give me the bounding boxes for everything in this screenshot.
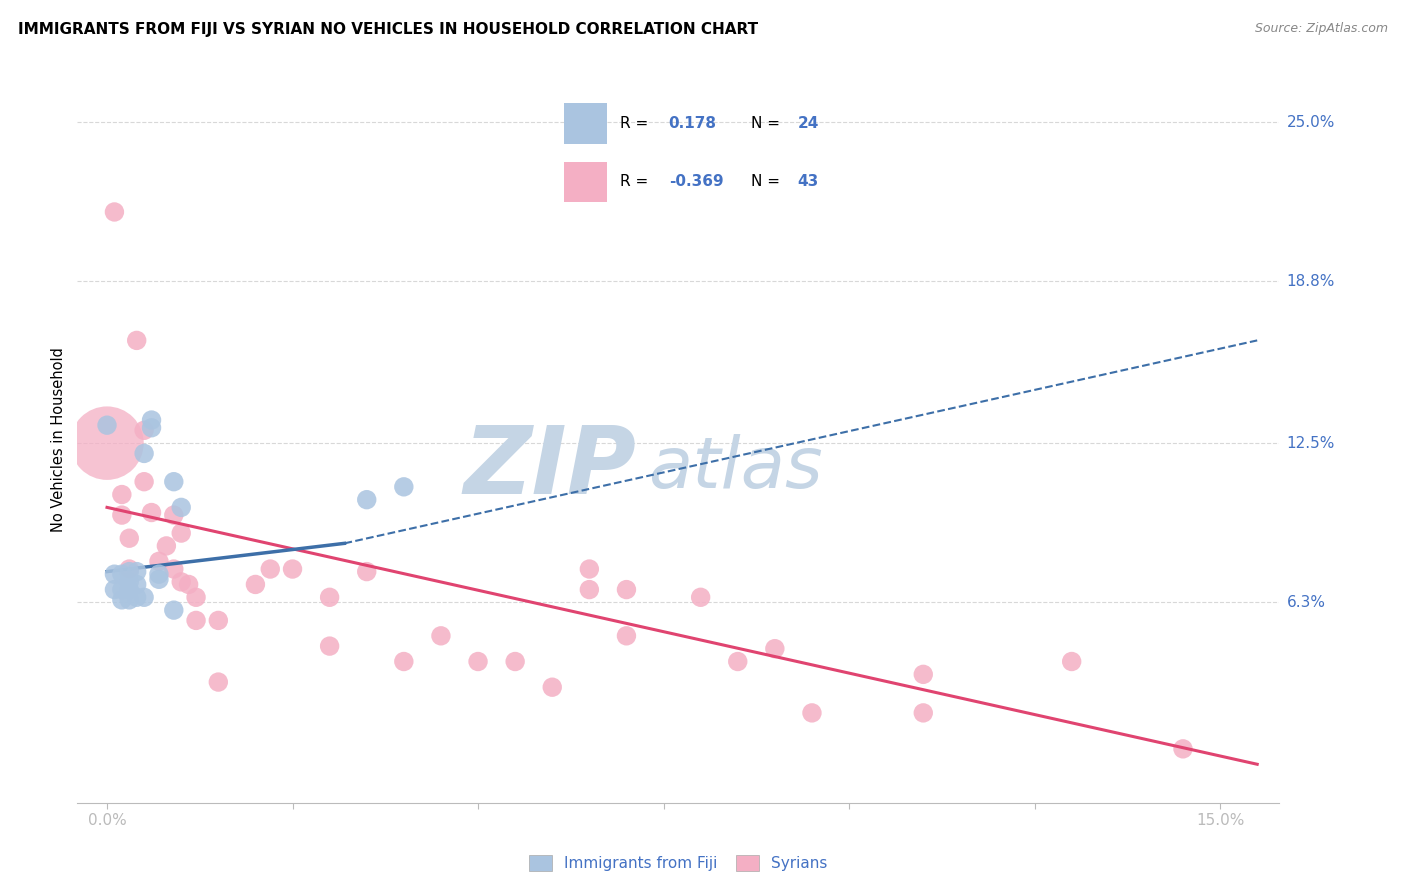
Point: [763, 641, 786, 656]
Text: 25.0%: 25.0%: [1286, 114, 1334, 129]
Point: [245, 577, 267, 591]
Point: [616, 582, 638, 597]
Point: [430, 629, 453, 643]
Point: [392, 480, 415, 494]
Point: [103, 582, 125, 597]
Point: [1171, 742, 1194, 756]
Point: [125, 577, 148, 591]
Point: [148, 567, 170, 582]
Point: [148, 554, 170, 568]
Point: [392, 655, 415, 669]
Text: ZIP: ZIP: [464, 423, 637, 515]
Point: [118, 582, 141, 597]
Point: [170, 500, 193, 515]
Legend: Immigrants from Fiji, Syrians: Immigrants from Fiji, Syrians: [522, 847, 835, 879]
Text: 6.3%: 6.3%: [1286, 595, 1326, 610]
Point: [163, 603, 186, 617]
Text: 18.8%: 18.8%: [1286, 274, 1334, 289]
Point: [118, 592, 141, 607]
Point: [281, 562, 304, 576]
Point: [689, 591, 711, 605]
Point: [125, 591, 148, 605]
Text: IMMIGRANTS FROM FIJI VS SYRIAN NO VEHICLES IN HOUSEHOLD CORRELATION CHART: IMMIGRANTS FROM FIJI VS SYRIAN NO VEHICL…: [18, 22, 758, 37]
Point: [118, 565, 141, 579]
Point: [148, 572, 170, 586]
Point: [503, 655, 526, 669]
Point: [163, 562, 186, 576]
Point: [111, 567, 134, 582]
Point: [103, 205, 125, 219]
Point: [163, 508, 186, 522]
Point: [155, 539, 177, 553]
Point: [912, 706, 935, 720]
Point: [727, 655, 749, 669]
Point: [132, 446, 156, 460]
Point: [170, 526, 193, 541]
Point: [111, 582, 134, 597]
Point: [541, 680, 564, 694]
Point: [177, 577, 200, 591]
Point: [259, 562, 281, 576]
Point: [467, 655, 489, 669]
Point: [207, 614, 229, 628]
Y-axis label: No Vehicles in Household: No Vehicles in Household: [51, 347, 66, 532]
Text: Source: ZipAtlas.com: Source: ZipAtlas.com: [1254, 22, 1388, 36]
Text: 12.5%: 12.5%: [1286, 435, 1334, 450]
Point: [163, 475, 186, 489]
Point: [132, 591, 156, 605]
Point: [207, 675, 229, 690]
Point: [184, 614, 207, 628]
Point: [318, 591, 340, 605]
Point: [111, 487, 134, 501]
Point: [356, 565, 378, 579]
Point: [96, 418, 118, 433]
Point: [912, 667, 935, 681]
Point: [141, 506, 163, 520]
Point: [118, 574, 141, 589]
Point: [170, 574, 193, 589]
Point: [125, 334, 148, 348]
Point: [111, 592, 134, 607]
Point: [111, 508, 134, 522]
Point: [578, 562, 600, 576]
Text: atlas: atlas: [648, 434, 823, 503]
Point: [616, 629, 638, 643]
Point: [1060, 655, 1083, 669]
Point: [141, 421, 163, 435]
Point: [118, 562, 141, 576]
Point: [184, 591, 207, 605]
Point: [132, 475, 156, 489]
Point: [118, 531, 141, 545]
Point: [125, 565, 148, 579]
Point: [801, 706, 824, 720]
Point: [141, 413, 163, 427]
Point: [96, 436, 118, 450]
Point: [132, 423, 156, 437]
Point: [578, 582, 600, 597]
Point: [356, 492, 378, 507]
Point: [103, 567, 125, 582]
Point: [318, 639, 340, 653]
